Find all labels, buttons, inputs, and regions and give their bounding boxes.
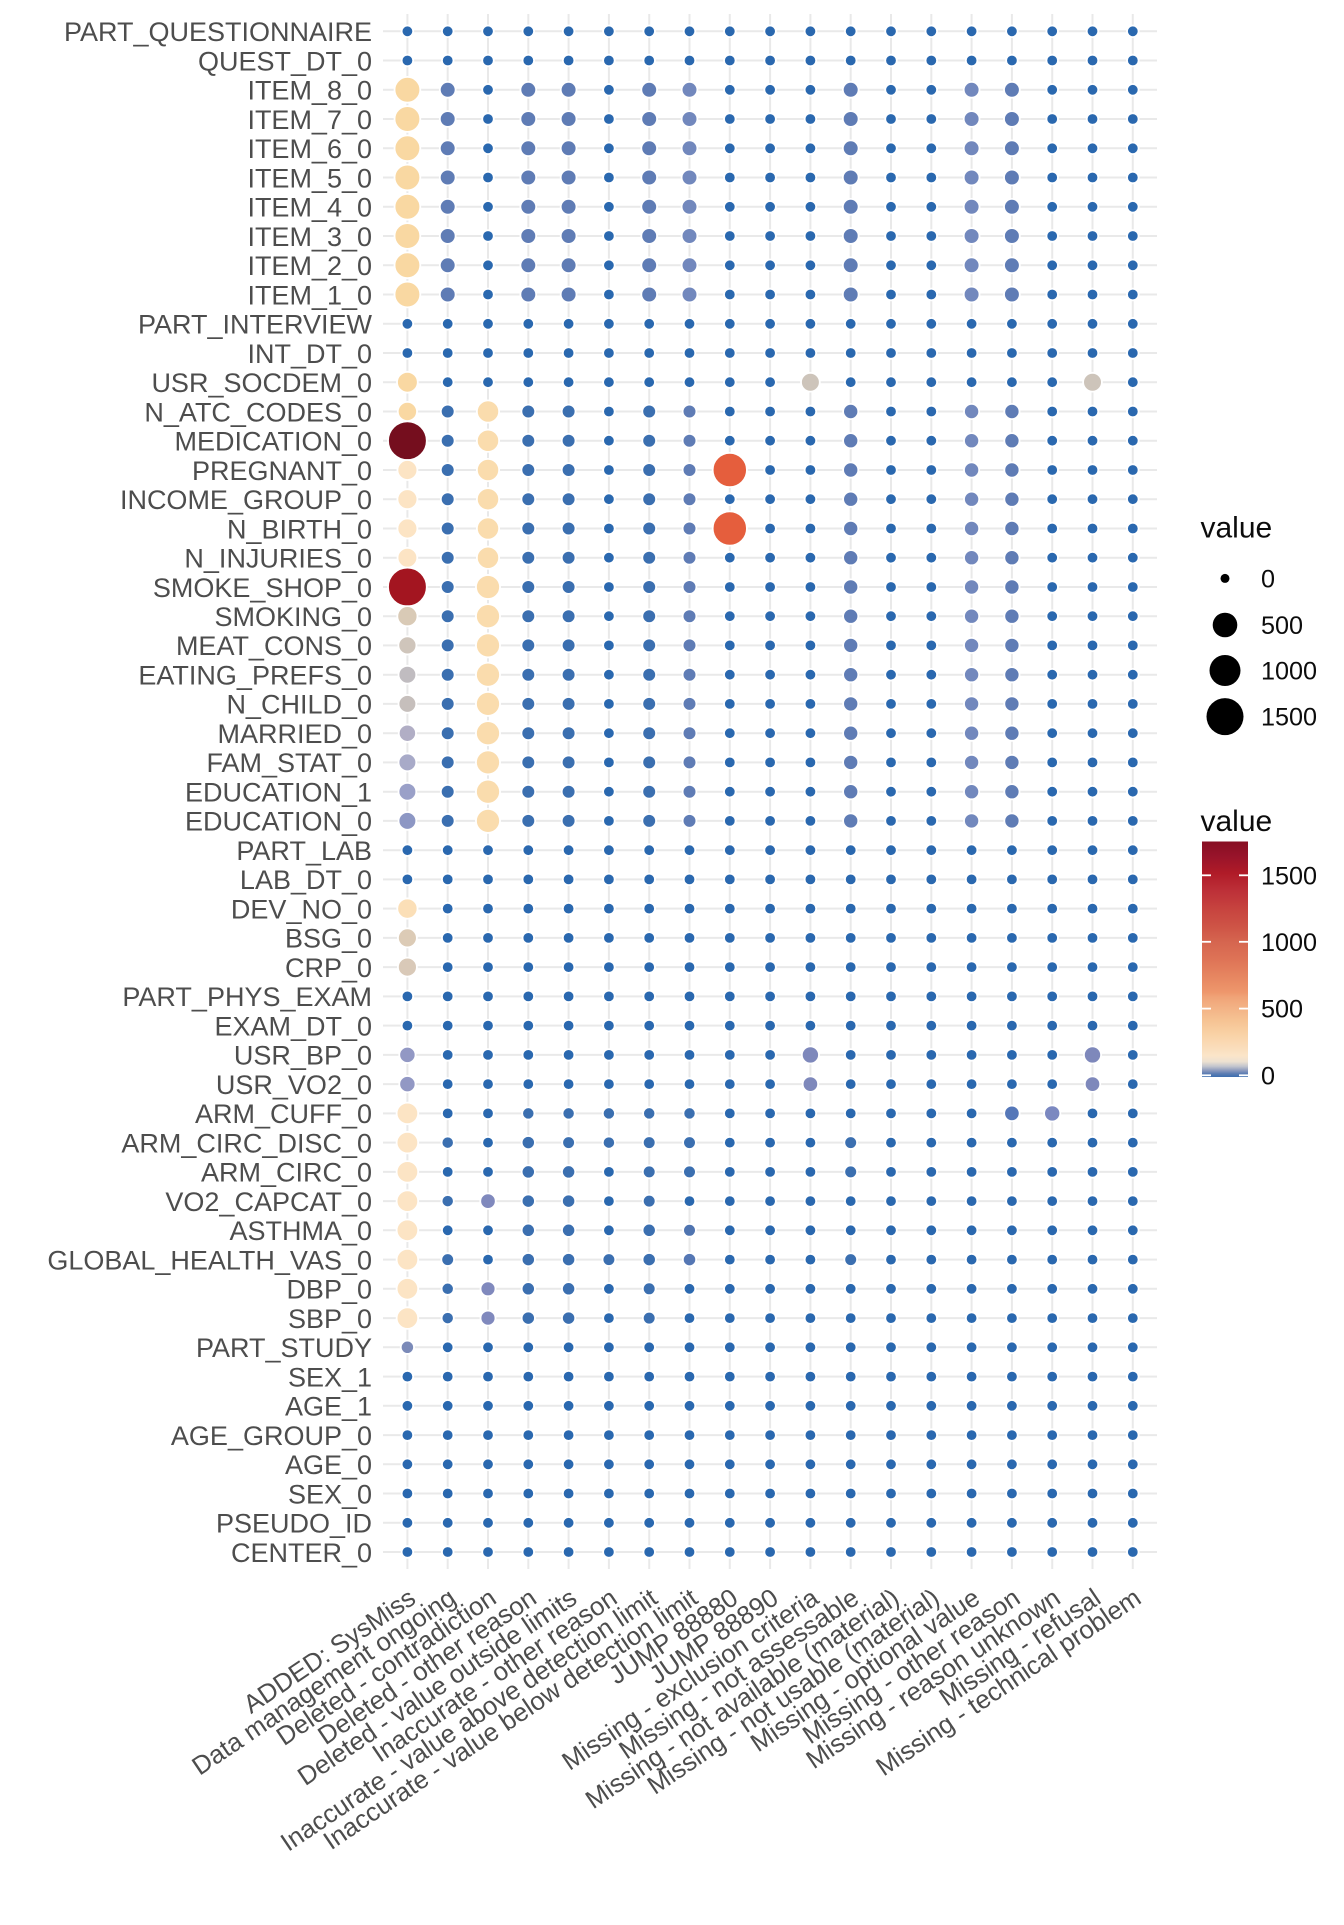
- svg-text:1500: 1500: [1261, 704, 1317, 732]
- svg-text:SBP_0: SBP_0: [288, 1304, 372, 1334]
- svg-text:EDUCATION_1: EDUCATION_1: [185, 778, 372, 808]
- svg-text:USR_VO2_0: USR_VO2_0: [216, 1070, 372, 1100]
- svg-text:PART_PHYS_EXAM: PART_PHYS_EXAM: [122, 982, 372, 1012]
- svg-text:ITEM_4_0: ITEM_4_0: [247, 193, 372, 223]
- svg-text:ARM_CIRC_DISC_0: ARM_CIRC_DISC_0: [121, 1128, 372, 1158]
- svg-text:LAB_DT_0: LAB_DT_0: [240, 865, 372, 895]
- svg-text:INCOME_GROUP_0: INCOME_GROUP_0: [120, 485, 372, 515]
- svg-text:0: 0: [1261, 1062, 1275, 1090]
- svg-text:N_ATC_CODES_0: N_ATC_CODES_0: [144, 397, 372, 427]
- svg-text:VO2_CAPCAT_0: VO2_CAPCAT_0: [165, 1187, 372, 1217]
- svg-text:INT_DT_0: INT_DT_0: [247, 339, 372, 369]
- svg-text:EATING_PREFS_0: EATING_PREFS_0: [138, 661, 372, 691]
- svg-text:MARRIED_0: MARRIED_0: [217, 719, 372, 749]
- svg-text:PART_INTERVIEW: PART_INTERVIEW: [138, 310, 373, 340]
- svg-text:CRP_0: CRP_0: [285, 953, 372, 983]
- svg-text:USR_SOCDEM_0: USR_SOCDEM_0: [151, 368, 372, 398]
- svg-text:AGE_1: AGE_1: [285, 1392, 372, 1422]
- svg-text:500: 500: [1261, 612, 1303, 640]
- svg-text:AGE_GROUP_0: AGE_GROUP_0: [171, 1421, 372, 1451]
- svg-text:MEAT_CONS_0: MEAT_CONS_0: [176, 631, 372, 661]
- svg-text:500: 500: [1261, 996, 1303, 1024]
- svg-text:MEDICATION_0: MEDICATION_0: [174, 427, 372, 457]
- svg-text:ITEM_1_0: ITEM_1_0: [247, 280, 372, 310]
- svg-text:PREGNANT_0: PREGNANT_0: [192, 456, 372, 486]
- svg-text:PART_LAB: PART_LAB: [236, 836, 372, 866]
- svg-text:EDUCATION_0: EDUCATION_0: [185, 807, 372, 837]
- svg-text:DBP_0: DBP_0: [286, 1275, 372, 1305]
- svg-text:USR_BP_0: USR_BP_0: [234, 1041, 372, 1071]
- svg-text:EXAM_DT_0: EXAM_DT_0: [214, 1011, 372, 1041]
- svg-text:FAM_STAT_0: FAM_STAT_0: [206, 748, 372, 778]
- svg-text:GLOBAL_HEALTH_VAS_0: GLOBAL_HEALTH_VAS_0: [47, 1245, 372, 1275]
- svg-text:PSEUDO_ID: PSEUDO_ID: [216, 1509, 372, 1539]
- svg-text:value: value: [1201, 512, 1273, 545]
- svg-text:ARM_CUFF_0: ARM_CUFF_0: [195, 1099, 372, 1129]
- svg-text:ASTHMA_0: ASTHMA_0: [229, 1216, 372, 1246]
- svg-text:ITEM_7_0: ITEM_7_0: [247, 105, 372, 135]
- svg-text:SMOKING_0: SMOKING_0: [214, 602, 372, 632]
- svg-text:DEV_NO_0: DEV_NO_0: [231, 894, 372, 924]
- svg-text:N_CHILD_0: N_CHILD_0: [226, 690, 372, 720]
- svg-text:ITEM_2_0: ITEM_2_0: [247, 251, 372, 281]
- svg-text:N_INJURIES_0: N_INJURIES_0: [184, 544, 372, 574]
- svg-text:QUEST_DT_0: QUEST_DT_0: [198, 46, 372, 76]
- svg-text:ITEM_8_0: ITEM_8_0: [247, 76, 372, 106]
- svg-text:ITEM_3_0: ITEM_3_0: [247, 222, 372, 252]
- svg-text:ITEM_6_0: ITEM_6_0: [247, 134, 372, 164]
- svg-text:N_BIRTH_0: N_BIRTH_0: [227, 514, 372, 544]
- svg-text:1500: 1500: [1261, 862, 1317, 890]
- svg-text:0: 0: [1261, 565, 1275, 593]
- svg-text:PART_QUESTIONNAIRE: PART_QUESTIONNAIRE: [64, 17, 372, 47]
- svg-text:ITEM_5_0: ITEM_5_0: [247, 163, 372, 193]
- svg-text:AGE_0: AGE_0: [285, 1450, 372, 1480]
- svg-text:BSG_0: BSG_0: [285, 924, 372, 954]
- svg-text:ARM_CIRC_0: ARM_CIRC_0: [201, 1158, 372, 1188]
- svg-text:value: value: [1201, 805, 1273, 838]
- svg-text:1000: 1000: [1261, 929, 1317, 957]
- svg-text:1000: 1000: [1261, 658, 1317, 686]
- svg-text:SEX_1: SEX_1: [288, 1362, 372, 1392]
- svg-text:CENTER_0: CENTER_0: [231, 1538, 372, 1568]
- svg-text:SMOKE_SHOP_0: SMOKE_SHOP_0: [153, 573, 372, 603]
- svg-text:PART_STUDY: PART_STUDY: [196, 1333, 372, 1363]
- svg-text:SEX_0: SEX_0: [288, 1479, 372, 1509]
